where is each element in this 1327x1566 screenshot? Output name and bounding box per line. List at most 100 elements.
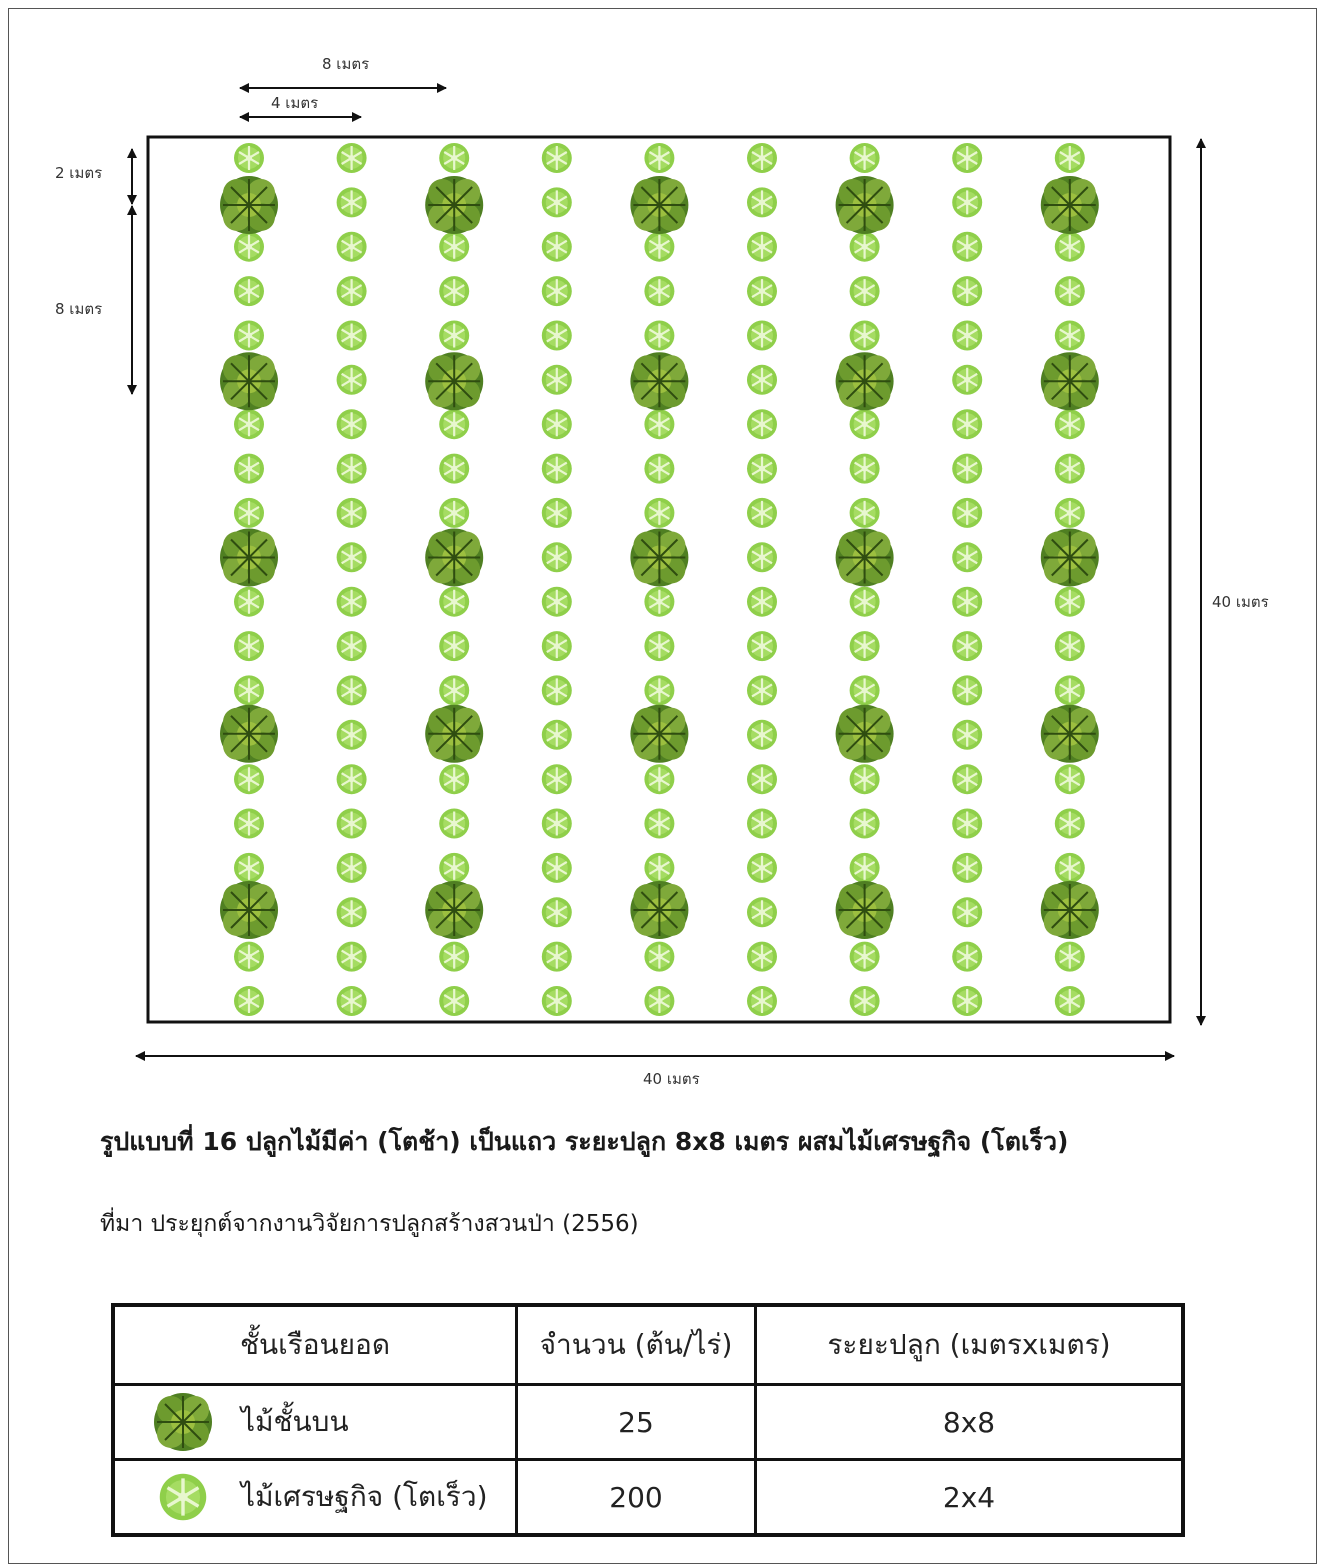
small-tree: [643, 141, 676, 175]
small-tree: [335, 718, 368, 751]
small-tree: [232, 763, 266, 796]
small-tree: [438, 319, 471, 352]
small-tree: [540, 452, 573, 485]
small-tree: [232, 496, 266, 530]
small-tree: [745, 718, 779, 751]
spacing-economic: 2x4: [754, 1458, 1185, 1537]
small-tree: [335, 585, 368, 618]
small-tree: [232, 408, 266, 441]
spacing-upper: 8x8: [754, 1383, 1185, 1461]
small-tree: [1053, 851, 1086, 885]
small-tree: [951, 940, 984, 973]
small-tree: [1053, 940, 1086, 973]
small-tree: [643, 629, 676, 663]
small-tree: [232, 230, 266, 263]
small-tree: [848, 141, 881, 175]
small-tree: [951, 363, 984, 396]
small-tree: [951, 141, 984, 175]
legend-row-economic-layer: ไม้เศรษฐกิจ (โตเร็ว): [111, 1458, 518, 1537]
small-tree: [643, 940, 676, 973]
small-tree: [438, 851, 471, 885]
small-tree: [540, 541, 573, 574]
left-2m-label: 2 เมตร: [55, 164, 102, 182]
large-tree: [629, 175, 690, 235]
small-tree: [643, 674, 676, 707]
small-tree: [643, 496, 676, 530]
small-tree: [643, 807, 676, 840]
small-tree: [643, 275, 676, 308]
small-tree: [951, 851, 984, 885]
small-tree: [438, 408, 471, 441]
small-tree: [745, 319, 779, 352]
small-tree: [540, 363, 573, 396]
small-tree: [232, 141, 266, 175]
small-tree: [540, 230, 573, 263]
small-tree: [438, 984, 471, 1018]
small-tree: [335, 984, 368, 1018]
small-tree: [540, 674, 573, 707]
small-tree: [335, 141, 368, 175]
small-tree: [643, 585, 676, 618]
small-tree: [745, 940, 779, 973]
legend-row-upper-layer: ไม้ชั้นบน: [111, 1383, 518, 1461]
small-tree: [540, 629, 573, 663]
small-tree: [745, 408, 779, 441]
small-tree: [438, 674, 471, 707]
small-tree: [1053, 807, 1086, 840]
small-tree: [335, 629, 368, 663]
tree-layer: [219, 141, 1100, 1018]
small-tree: [951, 629, 984, 663]
small-tree: [232, 319, 266, 352]
small-tree: [643, 851, 676, 885]
small-tree: [232, 807, 266, 840]
small-tree: [540, 940, 573, 973]
large-tree: [834, 175, 895, 235]
small-tree: [540, 984, 573, 1018]
right-40m-label: 40 เมตร: [1212, 593, 1269, 611]
small-tree: [745, 363, 779, 396]
large-tree: [834, 880, 895, 940]
small-tree: [335, 851, 368, 885]
small-tree: [540, 718, 573, 751]
small-tree: [1053, 141, 1086, 175]
small-tree: [232, 275, 266, 308]
small-tree: [540, 896, 573, 929]
large-tree: [1039, 527, 1100, 588]
small-tree: [335, 275, 368, 308]
bottom-40m-label: 40 เมตร: [643, 1070, 700, 1088]
top-8m-label: 8 เมตร: [322, 55, 369, 73]
large-tree: [219, 351, 279, 412]
header-spacing: ระยะปลูก (เมตรxเมตร): [754, 1303, 1185, 1386]
small-tree: [848, 275, 881, 308]
small-tree: [1053, 984, 1086, 1018]
small-tree: [951, 541, 984, 574]
small-tree: [643, 763, 676, 796]
large-tree: [629, 703, 690, 764]
layer-label-upper: ไม้ชั้นบน: [241, 1405, 349, 1438]
small-tree: [540, 319, 573, 352]
small-tree: [848, 984, 881, 1018]
small-tree: [848, 585, 881, 618]
small-tree: [232, 585, 266, 618]
small-tree: [438, 763, 471, 796]
small-tree: [232, 940, 266, 973]
large-tree: [424, 351, 485, 412]
small-tree: [643, 230, 676, 263]
small-tree: [540, 141, 573, 175]
small-tree: [951, 408, 984, 441]
small-tree: [848, 629, 881, 663]
large-tree: [219, 527, 279, 588]
small-tree: [540, 408, 573, 441]
small-tree: [951, 319, 984, 352]
page-frame: [8, 8, 1317, 1564]
small-tree: [438, 141, 471, 175]
small-tree: [848, 496, 881, 530]
small-tree: [1053, 629, 1086, 663]
small-tree: [335, 674, 368, 707]
small-tree: [745, 186, 779, 219]
small-tree: [951, 230, 984, 263]
small-tree: [335, 363, 368, 396]
figure-source: ที่มา ประยุกต์จากงานวิจัยการปลูกสร้างสวน…: [100, 1211, 639, 1237]
large-tree: [629, 351, 690, 412]
small-tree: [335, 896, 368, 929]
